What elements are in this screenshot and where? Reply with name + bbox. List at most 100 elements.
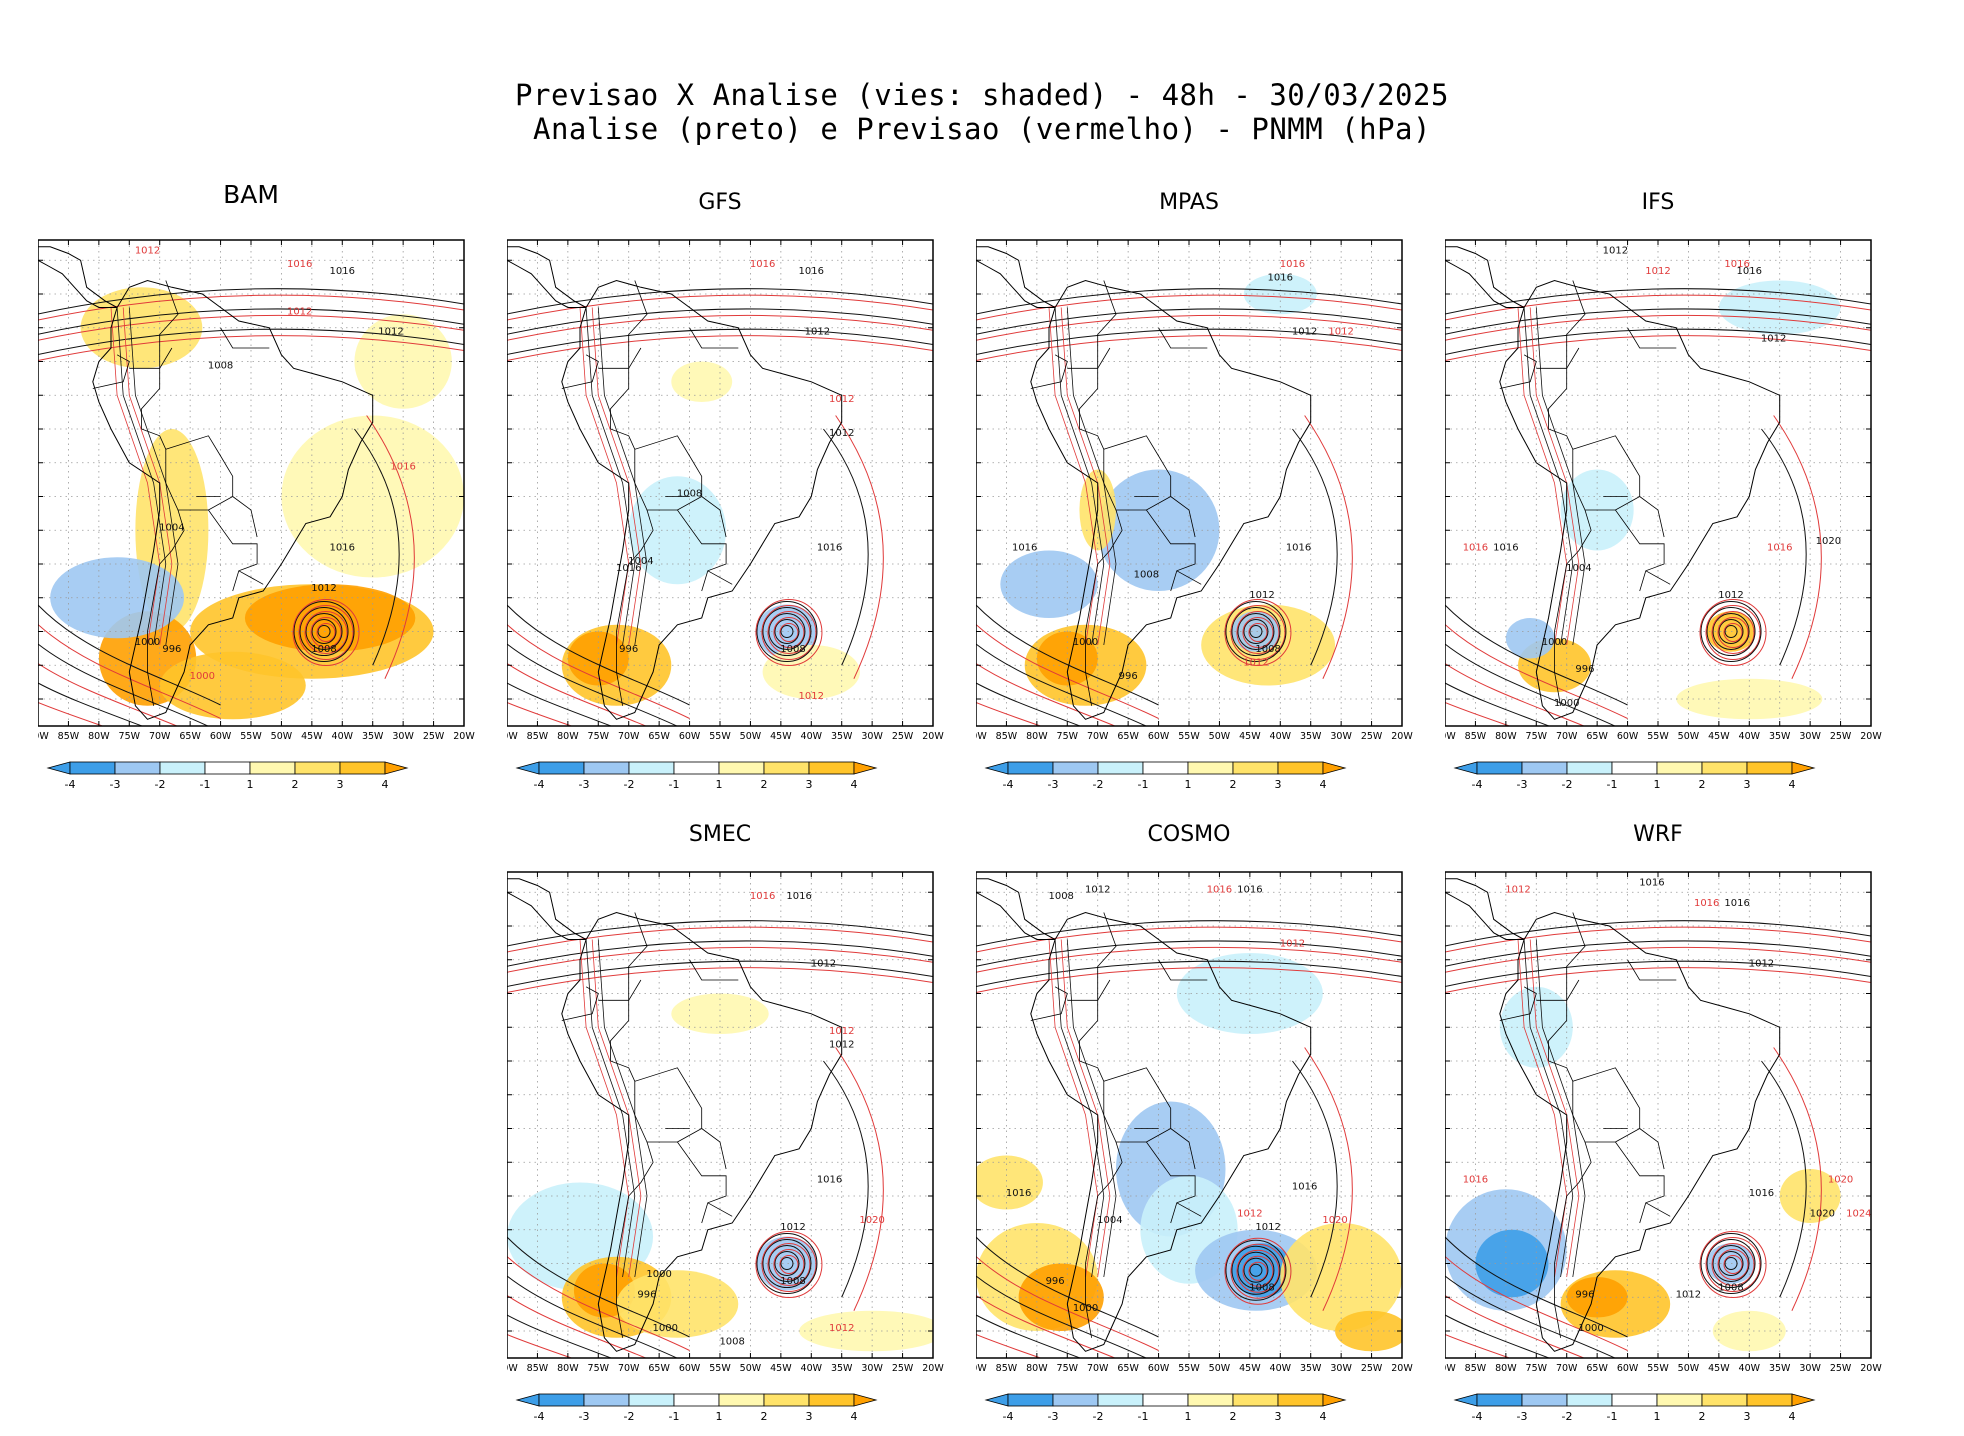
contour-label: 1016 [1237,884,1262,895]
lon-label: 90W [38,731,49,742]
colorbar-arrow-left [515,761,540,775]
contour-label: 1008 [1048,891,1073,902]
colorbar-label: -1 [1607,778,1618,790]
country-border [598,347,642,369]
isobar-analysis [1054,307,1105,646]
country-border [129,347,173,369]
coastline [561,279,843,720]
lon-label: 90W [976,731,987,742]
contour-label: 996 [1575,1289,1594,1300]
lon-label: 65W [648,1363,670,1374]
contour-label: 1016 [330,543,355,554]
contour-label: 1008 [311,644,336,655]
contour-label: 1008 [780,1276,805,1287]
colorbar-segment [1097,761,1144,775]
colorbar-segment [249,761,296,775]
isobar-analysis [1761,428,1807,666]
isobar-analysis [756,601,818,662]
country-border [1554,509,1592,706]
contour-label: 1016 [616,563,641,574]
lon-label: 40W [1739,731,1761,742]
colorbar-arrow-right [1322,1393,1347,1407]
country-border [1158,327,1208,349]
lon-label: 60W [679,1363,701,1374]
country-border [1103,435,1172,511]
colorbar-label: 3 [1275,778,1282,790]
isobar-forecast [976,294,1402,321]
colorbar-label: -3 [1048,778,1059,790]
isobar-analysis [1292,1060,1338,1298]
isobar-analysis [1243,619,1269,644]
lon-label: 75W [1526,1363,1548,1374]
lon-label: 50W [1678,1363,1700,1374]
isobar-analysis [116,307,167,646]
isobar-analysis [1292,428,1338,666]
colorbar-segment [673,1393,720,1407]
lon-label: 50W [740,731,762,742]
lon-label: 45W [770,731,792,742]
colorbar-segment [1277,761,1324,775]
contour-label: 1020 [1828,1175,1853,1186]
colorbar-segment [1187,1393,1234,1407]
isobar-analysis [1231,1245,1281,1295]
coastline [92,279,374,720]
country-border [610,280,727,592]
lon-label: 65W [1586,1363,1608,1374]
isobar-analysis [1231,607,1281,656]
bias-area-pos1 [799,1310,933,1352]
contour-label: 996 [619,644,638,655]
isobar-forecast [835,415,884,679]
lon-label: 50W [271,731,293,742]
bias-area-pos1 [671,361,733,402]
contour-label: 1012 [378,327,403,338]
isobar-analysis [1237,613,1275,650]
colorbar-label: -1 [1138,1410,1149,1422]
colorbar-segment [1052,761,1099,775]
colorbar-label: 1 [716,778,723,790]
contour-label: 1012 [1255,1222,1280,1233]
contour-label: 1012 [1603,246,1628,257]
lon-label: 20W [1391,1363,1413,1374]
isobar-forecast [507,663,648,726]
isobar-forecast [779,623,799,642]
lon-label: 85W [996,731,1018,742]
colorbar-label: -2 [1562,1410,1573,1422]
lon-label: 40W [801,1363,823,1374]
isobar-forecast [1236,611,1280,654]
isobar-analysis [507,1236,690,1338]
colorbar-segment [114,761,161,775]
contour-label: 1016 [1639,878,1664,889]
lon-label: 20W [922,1363,944,1374]
bias-area-pos1 [1676,678,1823,720]
country-border [1176,570,1202,585]
isobar-analysis [1700,601,1762,662]
isobar-forecast [310,617,342,648]
contour-label: 996 [1575,664,1594,675]
isobars [1445,920,1871,1358]
colorbar-segment [1007,1393,1054,1407]
map-svg: 1008 1012 1016 1016 1012 1016 1012 1012 1016 1020… [976,871,1413,1422]
isobar-forecast [1445,314,1871,341]
colorbar-label: 2 [292,778,299,790]
country-border [1645,1202,1671,1217]
lon-label: 35W [1769,1363,1791,1374]
isobar-forecast [292,599,360,666]
bias-area-pos2 [1280,1223,1402,1331]
colorbar-label: -2 [1093,778,1104,790]
colorbar-label: -2 [624,1410,635,1422]
isobar-forecast [1445,946,1871,973]
contour-label: 1008 [719,1337,744,1348]
isobar-analysis [507,643,679,726]
colorbar-label: -3 [1517,1410,1528,1422]
lon-label: 75W [1057,731,1079,742]
isobar-forecast [755,599,823,666]
isobar-forecast [1445,294,1871,321]
country-border [1079,912,1196,1224]
contour-label: 1016 [1006,1188,1031,1199]
isobar-analysis [1445,920,1871,947]
contour-label: 1020 [1322,1215,1347,1226]
isobar-forecast [1248,1261,1268,1281]
isobar-analysis [507,328,933,355]
colorbar-arrow-left [515,1393,540,1407]
